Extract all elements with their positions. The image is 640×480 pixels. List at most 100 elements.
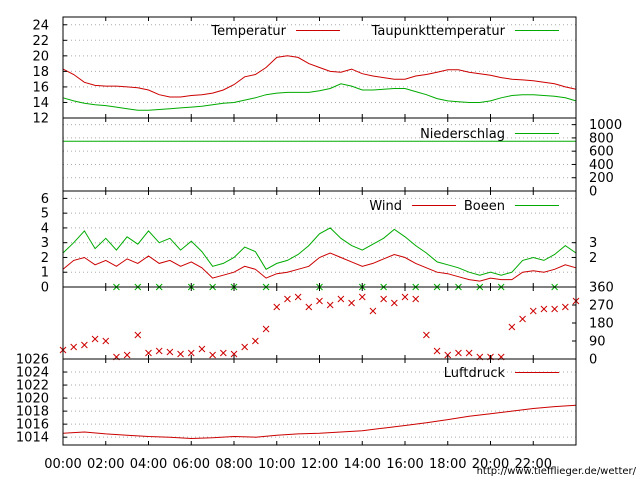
wind-direction-point xyxy=(252,337,259,345)
series-line-luftdruck xyxy=(62,404,577,440)
wind-direction-point xyxy=(198,345,206,353)
y-tick-label: 5 xyxy=(41,207,49,222)
wind-direction-point xyxy=(561,303,569,311)
x-tick-label: 02:00 xyxy=(87,457,124,472)
x-tick-label: 08:00 xyxy=(215,457,252,472)
y-tick-label: 0 xyxy=(41,281,49,296)
x-tick-label: 10:00 xyxy=(258,457,295,472)
wind-direction-point xyxy=(433,347,441,355)
wind-direction-point xyxy=(337,295,345,303)
wind-direction-point xyxy=(70,343,78,351)
x-tick-label: 20:00 xyxy=(472,457,509,472)
y-tick-label: 1 xyxy=(41,266,49,281)
series-layer xyxy=(59,55,580,440)
x-tick-label: 00:00 xyxy=(44,457,81,472)
y-tick-label: 16 xyxy=(32,80,49,95)
wind-direction-point xyxy=(508,323,516,331)
y-tick-label: 90 xyxy=(589,335,606,350)
wind-direction-point xyxy=(540,305,548,313)
wind-direction-point xyxy=(284,295,291,303)
y-tick-label: 2 xyxy=(41,251,49,266)
y-tick-label: 1000 xyxy=(589,118,622,133)
y-tick-label: 360 xyxy=(589,281,614,296)
wind-direction-point xyxy=(423,331,430,339)
wind-direction-point xyxy=(412,295,420,303)
wind-direction-point xyxy=(465,349,473,357)
y-tick-label: 800 xyxy=(589,131,614,146)
legend-label: Boeen xyxy=(464,199,505,214)
wind-direction-point xyxy=(455,349,462,357)
y-tick-label: 1016 xyxy=(16,418,49,433)
y-tick-label: 1024 xyxy=(16,366,49,381)
y-tick-label: 1022 xyxy=(16,379,49,394)
y-tick-label: 1020 xyxy=(16,392,49,407)
series-line-boeen xyxy=(62,227,577,276)
wind-direction-point xyxy=(401,293,409,301)
wind-direction-point xyxy=(166,348,174,356)
wind-direction-point xyxy=(519,315,526,323)
series-line-wind xyxy=(62,252,577,282)
wind-direction-point xyxy=(390,299,398,307)
y-tick-label: 270 xyxy=(589,299,614,314)
wind-direction-point xyxy=(134,331,142,339)
legend-label: Taupunkttemperatur xyxy=(371,24,506,39)
legend-label: Niederschlag xyxy=(420,127,505,142)
y-tick-label: 200 xyxy=(589,171,614,186)
wind-direction-point xyxy=(294,293,302,301)
frame-layer xyxy=(62,16,577,446)
wind-direction-point xyxy=(219,349,227,357)
x-tick-label: 12:00 xyxy=(301,457,338,472)
series-line-temperatur xyxy=(62,55,577,98)
wind-direction-point xyxy=(241,343,249,351)
x-tick-label: 22:00 xyxy=(515,457,552,472)
x-tick-label: 18:00 xyxy=(429,457,466,472)
y-tick-label: 400 xyxy=(589,158,614,173)
legend-label: Temperatur xyxy=(210,24,286,39)
wind-direction-point xyxy=(102,337,110,345)
y-tick-label: 600 xyxy=(589,145,614,160)
y-tick-label: 1026 xyxy=(16,353,49,368)
wind-direction-point xyxy=(177,350,184,358)
x-tick-label: 14:00 xyxy=(344,457,381,472)
wind-direction-point xyxy=(551,305,558,313)
x-tick-label: 06:00 xyxy=(173,457,210,472)
y-tick-label: 0 xyxy=(589,353,597,368)
y-tick-label: 6 xyxy=(41,192,49,207)
legend-label: Wind xyxy=(369,199,402,214)
wind-direction-point xyxy=(145,349,152,357)
panel-frame xyxy=(62,286,577,360)
wind-direction-point xyxy=(529,307,537,315)
wind-direction-point xyxy=(348,299,355,307)
y-tick-label: 3 xyxy=(589,236,597,251)
y-tick-label: 12 xyxy=(32,112,49,127)
x-tick-label: 16:00 xyxy=(386,457,423,472)
y-tick-label: 1014 xyxy=(16,431,49,446)
wind-direction-point xyxy=(326,301,334,309)
wind-direction-point xyxy=(123,351,131,359)
source-url-link[interactable]: http://www.tiefflieger.de/wetter/ xyxy=(477,466,637,477)
wind-direction-point xyxy=(91,335,99,343)
y-tick-label: 180 xyxy=(589,317,614,332)
wind-direction-point xyxy=(305,303,313,311)
y-tick-label: 18 xyxy=(32,65,49,80)
wind-direction-point xyxy=(316,297,323,305)
wind-direction-point xyxy=(358,293,366,301)
y-tick-label: 0 xyxy=(589,185,597,200)
y-tick-label: 2 xyxy=(589,251,597,266)
wind-direction-point xyxy=(155,347,163,355)
wind-direction-point xyxy=(273,303,281,311)
x-tick-label: 04:00 xyxy=(130,457,167,472)
y-tick-label: 4 xyxy=(41,221,49,236)
wind-direction-point xyxy=(81,341,88,349)
y-tick-label: 22 xyxy=(32,34,49,49)
legend-label: Luftdruck xyxy=(444,366,506,381)
wind-direction-point xyxy=(209,351,216,359)
y-tick-label: 14 xyxy=(32,96,49,111)
wind-direction-point xyxy=(187,349,195,357)
y-tick-label: 3 xyxy=(41,236,49,251)
text-layer: 00:00 02:00 04:00 06:00 08:00 10:00 12:00 14:00… xyxy=(16,18,622,472)
wind-direction-point xyxy=(380,295,387,303)
y-tick-label: 1018 xyxy=(16,405,49,420)
y-tick-label: 24 xyxy=(32,18,49,33)
